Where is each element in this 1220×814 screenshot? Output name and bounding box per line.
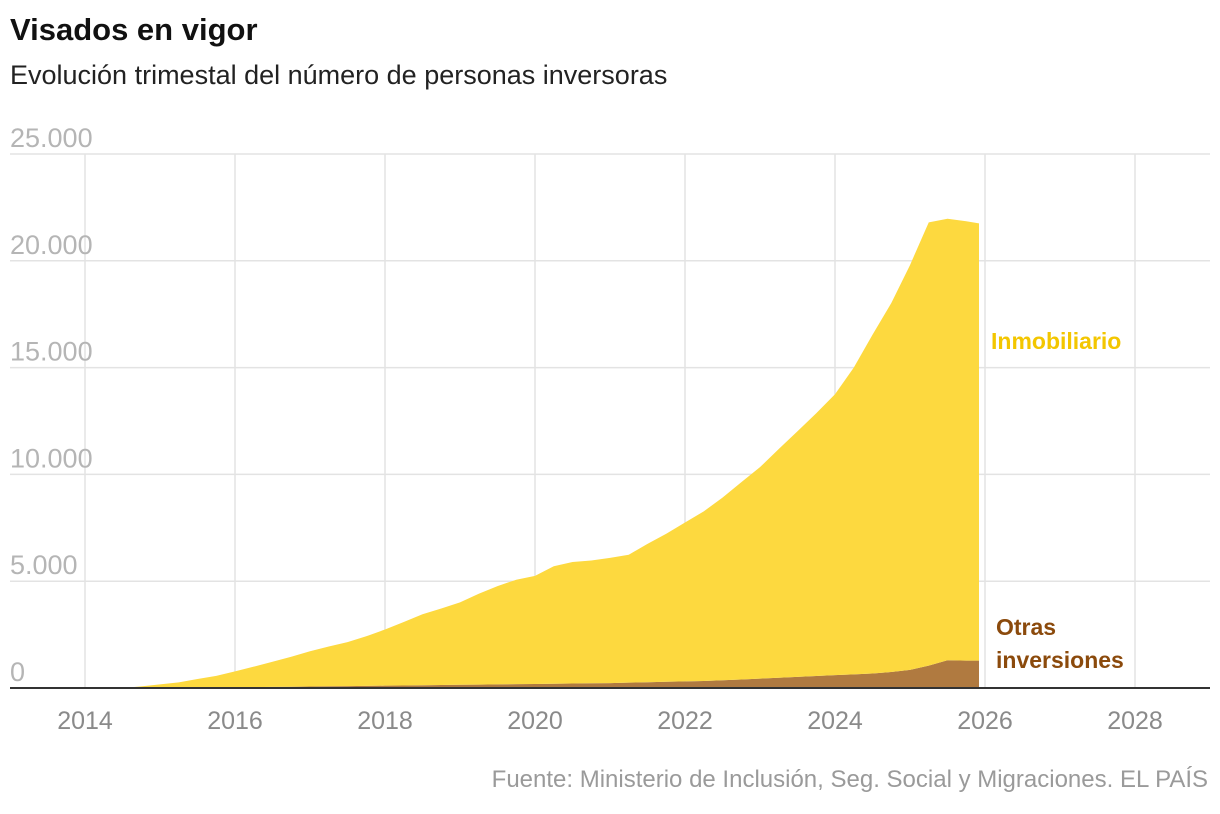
x-tick-label: 2026 — [957, 707, 1013, 735]
x-tick-label: 2024 — [807, 707, 863, 735]
x-tick-label: 2014 — [57, 707, 113, 735]
area-otras-inversiones — [122, 660, 979, 688]
x-tick-label: 2018 — [357, 707, 413, 735]
y-tick-label: 15.000 — [10, 337, 93, 367]
source-note: Fuente: Ministerio de Inclusión, Seg. So… — [491, 766, 1208, 793]
area-inmobiliario — [122, 218, 979, 688]
chart-title: Visados en vigor — [10, 12, 258, 47]
chart-subtitle: Evolución trimestal del número de person… — [10, 60, 668, 90]
y-tick-label: 5.000 — [10, 550, 78, 580]
y-tick-label: 0 — [10, 657, 25, 687]
series-label-otras-inversiones: Otras inversiones — [996, 614, 1124, 673]
series-label-inmobiliario: Inmobiliario — [991, 328, 1121, 354]
x-tick-label: 2020 — [507, 707, 563, 735]
y-tick-label: 10.000 — [10, 443, 93, 473]
chart-areas — [122, 218, 979, 688]
axes: 0 5.000 10.000 15.000 20.000 25.000 2014 2016 20… — [10, 123, 1210, 735]
x-tick-label: 2016 — [207, 707, 263, 735]
y-tick-label: 25.000 — [10, 123, 93, 153]
y-tick-label: 20.000 — [10, 230, 93, 260]
series-labels: Inmobiliario Otras inversiones — [991, 328, 1124, 673]
x-tick-label: 2022 — [657, 707, 713, 735]
x-tick-label: 2028 — [1107, 707, 1163, 735]
